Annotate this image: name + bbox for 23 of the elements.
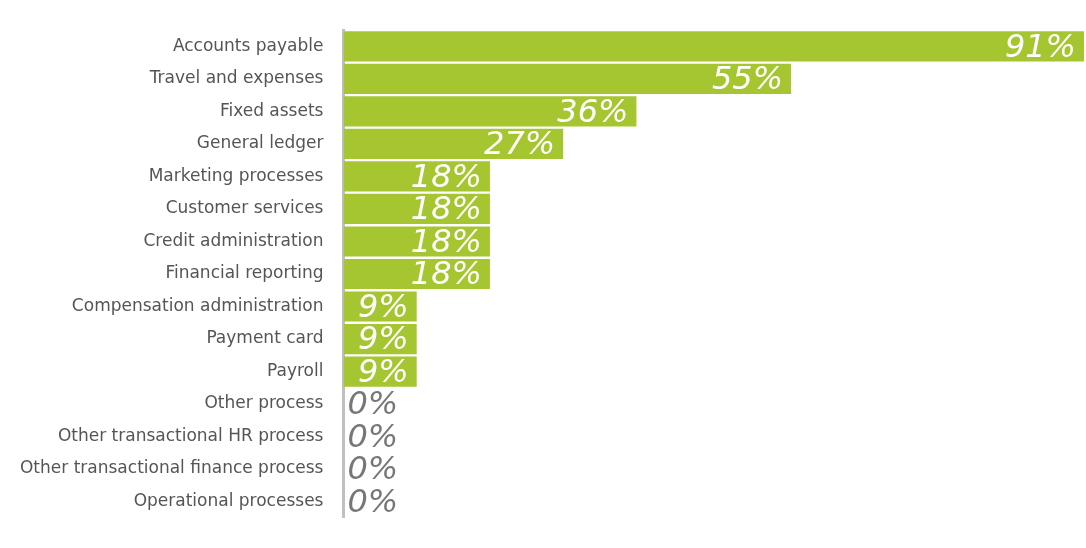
y-tick-label: General ledger bbox=[196, 132, 324, 153]
y-tick-label: Fixed assets bbox=[219, 99, 324, 120]
y-tick-label: Other transactional finance process bbox=[19, 457, 324, 478]
y-tick-label: Customer services bbox=[165, 197, 324, 218]
y-tick-label: Compensation administration bbox=[71, 294, 324, 315]
y-tick-label: Other transactional HR process bbox=[57, 424, 324, 445]
y-tick-label: Accounts payable bbox=[172, 34, 324, 55]
y-tick-label: Marketing processes bbox=[148, 164, 324, 185]
data-label: 55% bbox=[711, 59, 784, 98]
bar bbox=[343, 31, 1084, 62]
y-tick-label: Credit administration bbox=[143, 229, 324, 250]
y-tick-label: Financial reporting bbox=[165, 262, 324, 283]
data-label: 91% bbox=[1004, 26, 1076, 65]
y-tick-label: Payment card bbox=[206, 327, 324, 348]
y-tick-label: Travel and expenses bbox=[148, 67, 324, 88]
data-label: 27% bbox=[484, 124, 556, 163]
y-tick-label: Payroll bbox=[267, 359, 324, 380]
y-tick-label: Operational processes bbox=[133, 489, 324, 510]
y-tick-label: Other process bbox=[204, 392, 324, 413]
bar bbox=[343, 128, 564, 160]
bar bbox=[343, 96, 637, 127]
bar bbox=[343, 63, 792, 95]
data-label: 36% bbox=[557, 91, 629, 130]
